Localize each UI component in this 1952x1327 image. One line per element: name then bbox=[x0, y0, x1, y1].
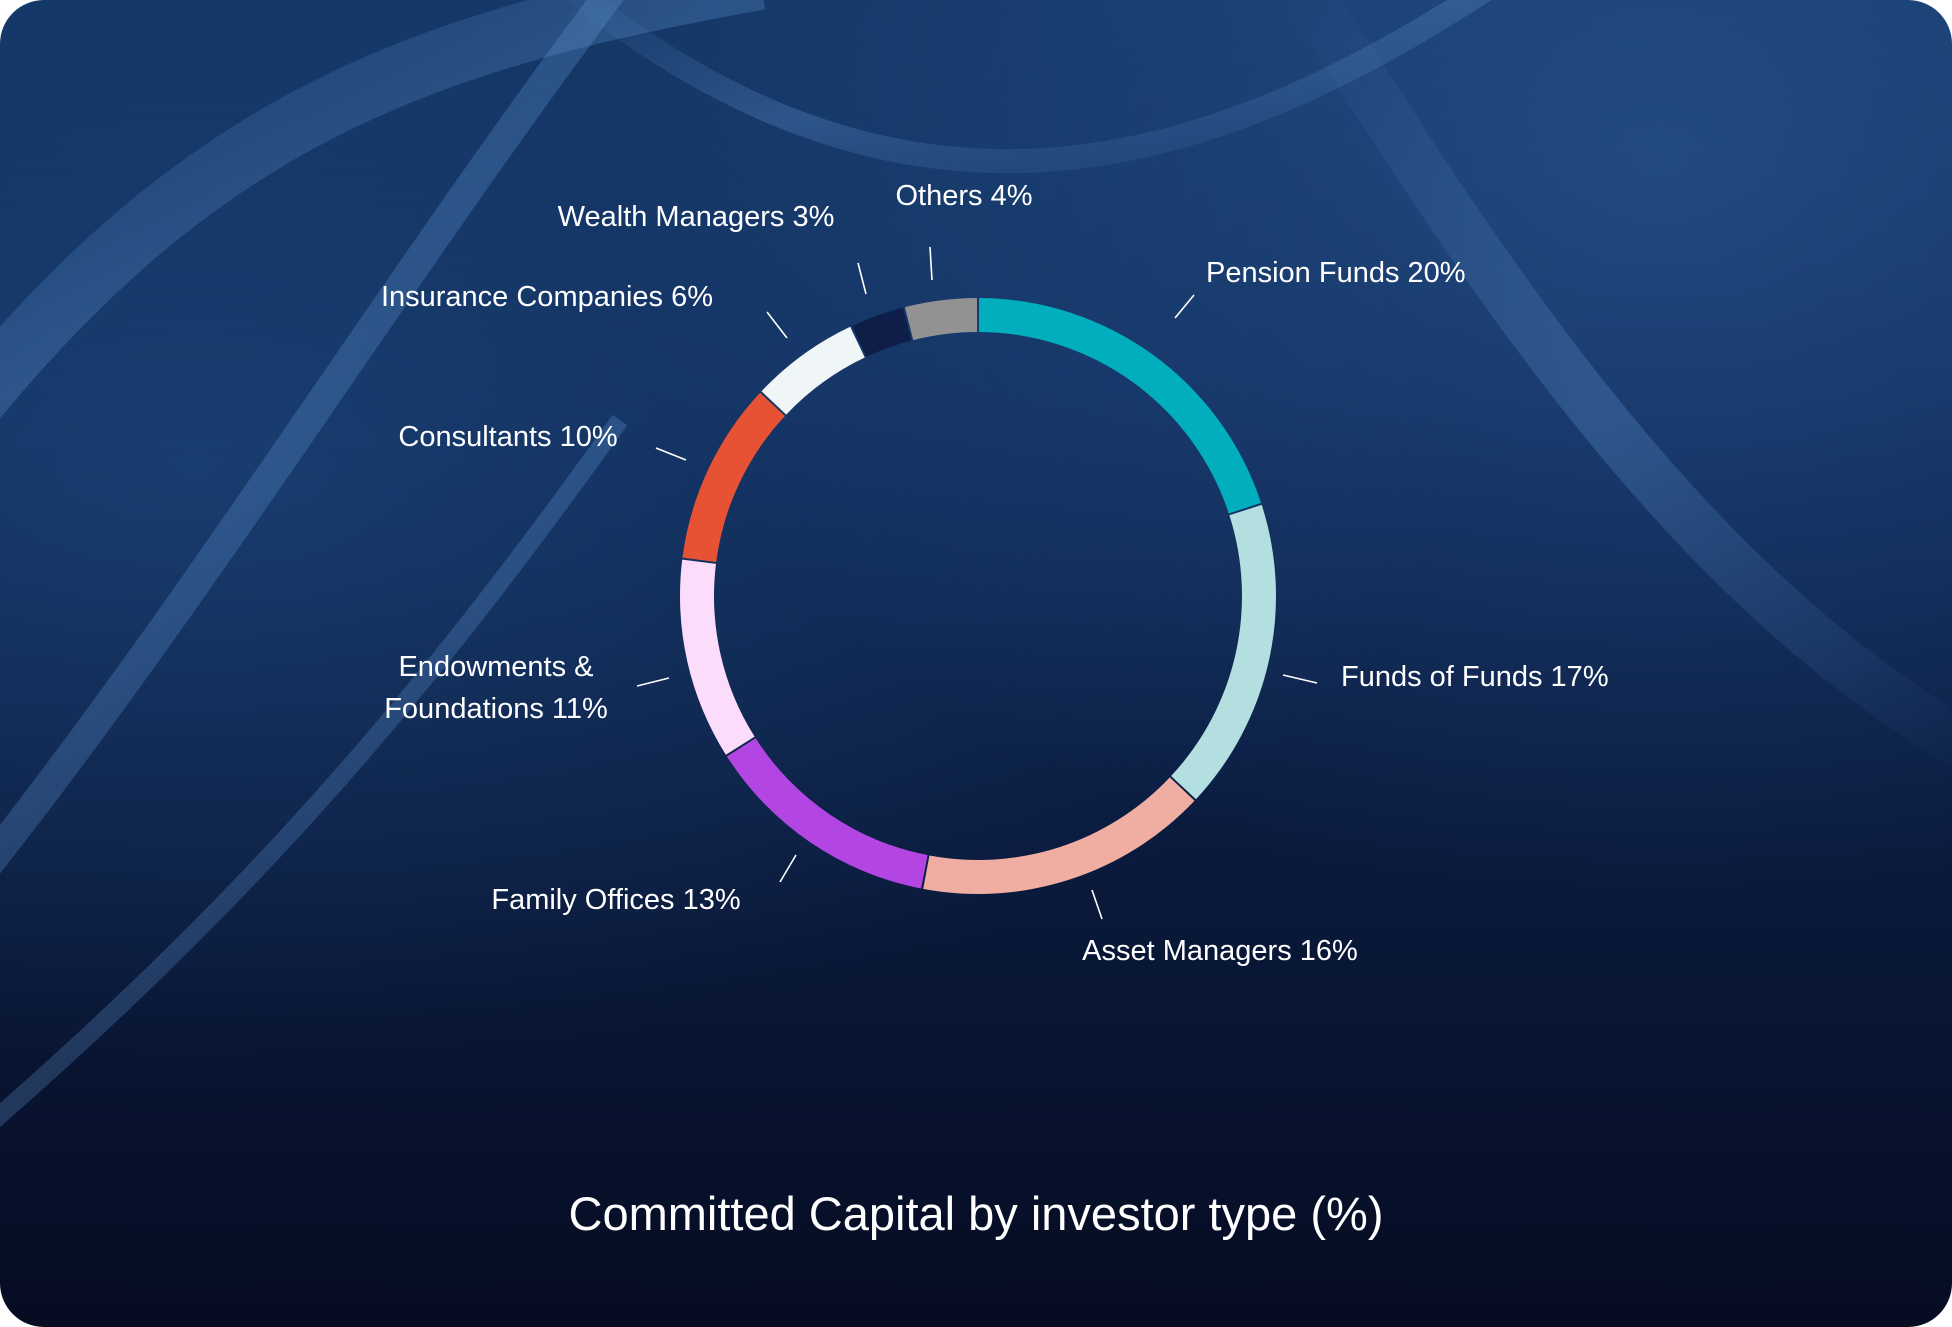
slice-others bbox=[904, 298, 978, 341]
label-line: Family Offices 13% bbox=[491, 884, 740, 916]
label-line: Consultants 10% bbox=[398, 421, 617, 453]
leader-line-wealth-managers bbox=[857, 262, 867, 295]
label-line: Endowments & bbox=[398, 651, 593, 683]
label-consultants: Consultants 10% bbox=[398, 421, 617, 453]
leader-line-funds-of-funds bbox=[1282, 674, 1318, 684]
slice-labels: Pension Funds 20% Funds of Funds 17% Asset… bbox=[381, 180, 1609, 967]
label-line: Foundations 11% bbox=[384, 693, 608, 725]
slice-insurance-companies bbox=[761, 326, 865, 415]
label-others: Others 4% bbox=[896, 180, 1033, 212]
label-family-offices: Family Offices 13% bbox=[491, 884, 740, 916]
slice-family-offices bbox=[726, 738, 928, 889]
leader-line-insurance-companies bbox=[766, 311, 788, 339]
slice-endowments-and-foundations bbox=[679, 559, 755, 755]
label-line: Pension Funds 20% bbox=[1206, 257, 1466, 289]
leader-lines bbox=[636, 246, 1318, 920]
label-insurance-companies: Insurance Companies 6% bbox=[381, 281, 713, 313]
label-asset-managers: Asset Managers 16% bbox=[1082, 935, 1358, 967]
donut-slices bbox=[679, 298, 1276, 894]
chart-title: Committed Capital by investor type (%) bbox=[569, 1187, 1384, 1240]
leader-line-asset-managers bbox=[1091, 889, 1103, 920]
label-line: Insurance Companies 6% bbox=[381, 281, 713, 313]
label-line: Wealth Managers 3% bbox=[558, 201, 835, 233]
leader-line-others bbox=[929, 246, 933, 281]
label-line: Others 4% bbox=[896, 180, 1033, 212]
slice-asset-managers bbox=[923, 777, 1195, 894]
slice-wealth-managers bbox=[852, 307, 912, 357]
label-line: Asset Managers 16% bbox=[1082, 935, 1358, 967]
leader-line-consultants bbox=[655, 447, 687, 461]
leader-line-family-offices bbox=[779, 854, 797, 883]
leader-line-endowments-and-foundations bbox=[636, 677, 670, 687]
label-endowments-and-foundations: Endowments & Foundations 11% bbox=[384, 651, 608, 725]
background-waves bbox=[0, 0, 1952, 1128]
leader-line-pension-funds bbox=[1174, 294, 1195, 319]
label-line: Funds of Funds 17% bbox=[1341, 661, 1609, 693]
slice-consultants bbox=[682, 392, 785, 562]
label-wealth-managers: Wealth Managers 3% bbox=[558, 201, 835, 233]
label-pension-funds: Pension Funds 20% bbox=[1206, 257, 1466, 289]
slice-funds-of-funds bbox=[1171, 504, 1276, 800]
slice-pension-funds bbox=[978, 298, 1262, 514]
label-funds-of-funds: Funds of Funds 17% bbox=[1341, 661, 1609, 693]
